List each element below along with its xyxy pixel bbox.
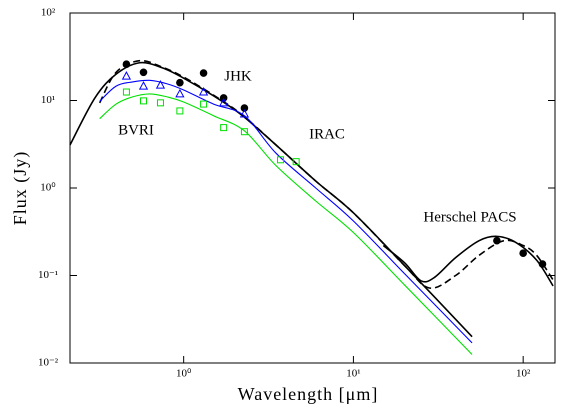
data-point [156, 99, 164, 107]
data-point [155, 80, 166, 89]
model-curve [99, 93, 473, 355]
data-point [175, 88, 185, 98]
annotation: BVRI [118, 122, 154, 138]
model-curve [99, 79, 473, 344]
data-point [122, 60, 131, 68]
data-point [176, 78, 184, 87]
data-point [138, 81, 149, 90]
x-tick-label: 10¹ [346, 368, 360, 380]
x-tick-label: 10² [516, 368, 531, 380]
model-curve [69, 61, 473, 338]
data-point [199, 69, 208, 77]
data-point [200, 100, 208, 108]
annotation: IRAC [309, 126, 345, 142]
y-axis-label: Flux (Jy) [10, 151, 31, 226]
data-point [176, 107, 184, 115]
y-tick-label: 10⁻² [38, 357, 59, 369]
data-point [220, 124, 228, 132]
y-tick-label: 10¹ [41, 94, 55, 106]
model-curve [382, 235, 554, 287]
data-point [139, 68, 148, 77]
annotation: Herschel PACS [423, 209, 516, 225]
data-point [519, 249, 527, 257]
plot-frame [69, 12, 556, 364]
data-point [292, 158, 300, 166]
y-tick-label: 10⁻¹ [38, 269, 58, 281]
y-tick-label: 10² [41, 7, 56, 19]
x-tick-label: 10⁰ [176, 368, 192, 380]
data-point [277, 156, 285, 164]
y-tick-label: 10⁰ [40, 182, 56, 194]
model-curve [98, 59, 554, 289]
data-point [122, 88, 130, 96]
data-point [239, 109, 250, 118]
data-point [140, 97, 148, 105]
annotation: JHK [224, 68, 252, 84]
data-point [240, 104, 249, 112]
data-point [240, 128, 248, 136]
data-point [121, 71, 132, 80]
data-point [198, 86, 209, 96]
data-point [219, 97, 229, 107]
x-axis-label: Wavelength [μm] [238, 384, 379, 404]
data-point [493, 236, 501, 245]
data-point [538, 260, 547, 268]
